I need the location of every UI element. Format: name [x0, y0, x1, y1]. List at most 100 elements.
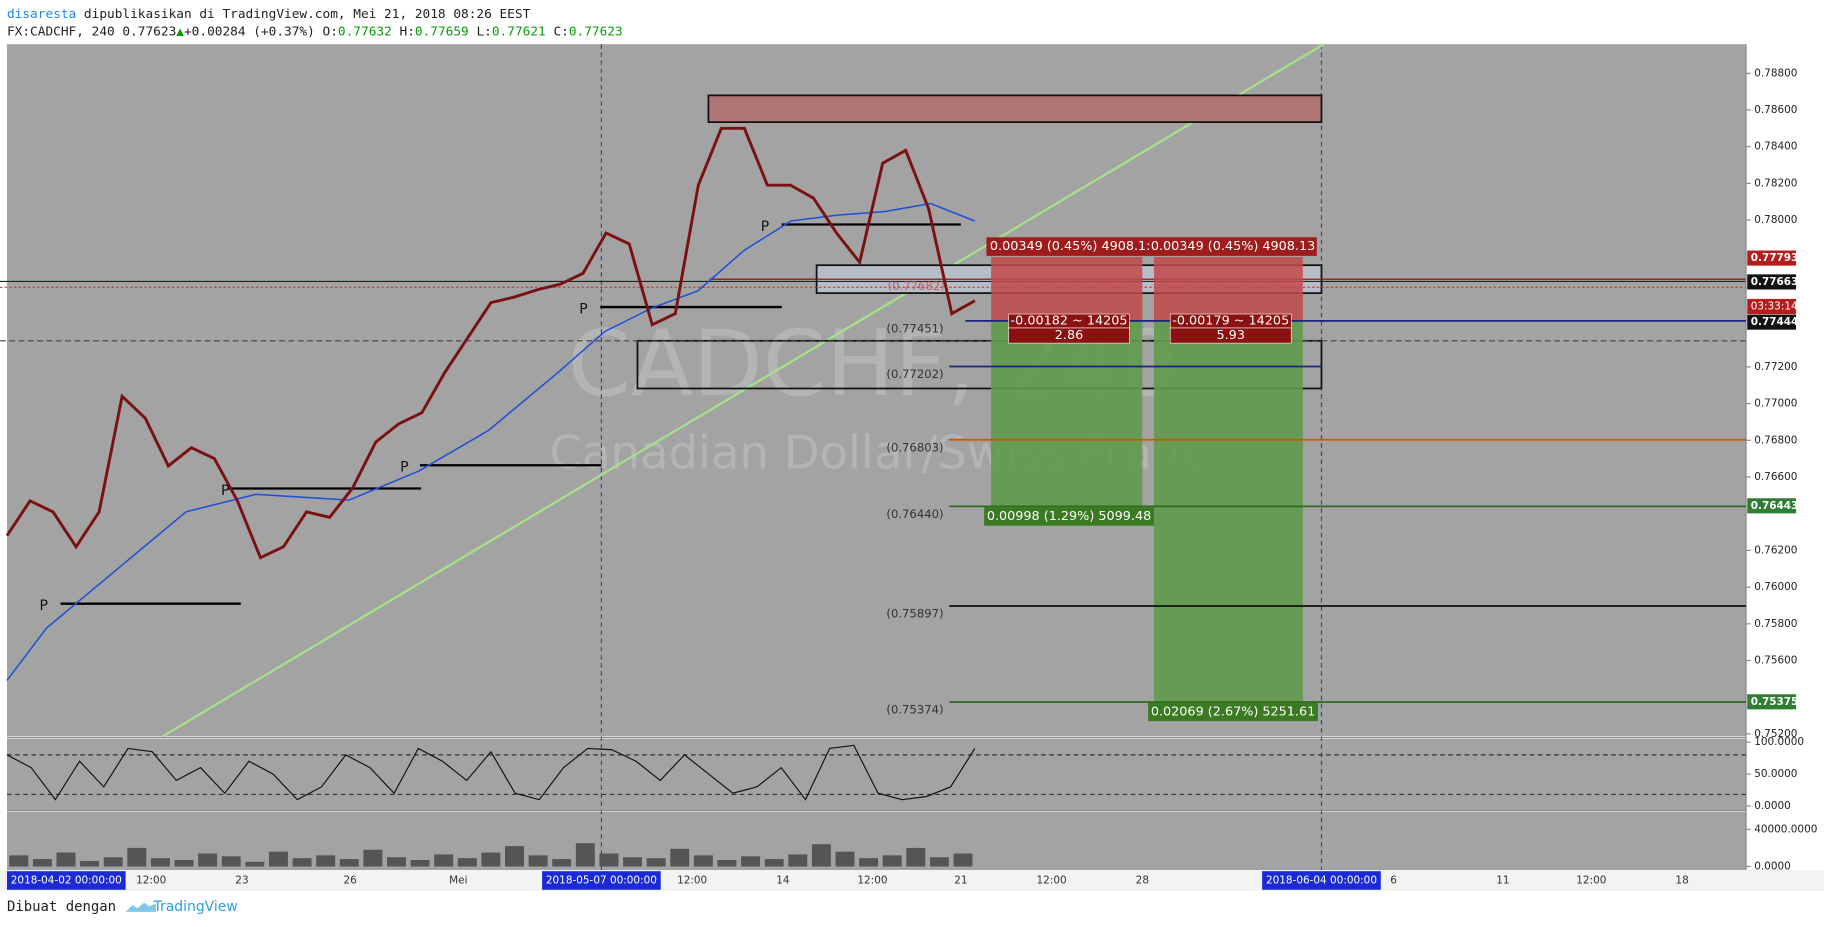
y-tick-label: 0.76600 [1754, 471, 1797, 483]
author[interactable]: disaresta [7, 6, 76, 21]
level-label: (0.75897) [886, 607, 943, 621]
volume-bar [363, 849, 383, 867]
y-tick-label: 0.76800 [1754, 434, 1797, 446]
volume-bar [9, 855, 29, 867]
time-label: 23 [235, 874, 248, 886]
volume-bar [434, 854, 454, 867]
time-label: Mei [449, 874, 467, 886]
volume-bar [174, 860, 194, 867]
volume-bar [741, 856, 761, 867]
y-tick-label: 0.76000 [1754, 581, 1797, 593]
pivot-label: P [761, 219, 769, 235]
time-label: 12:00 [1576, 874, 1606, 886]
published: dipublikasikan di TradingView.com, Mei 2… [76, 6, 530, 21]
level-label: (0.76803) [886, 440, 943, 454]
countdown-tag [1747, 298, 1797, 315]
price-tag [1747, 314, 1797, 330]
volume-bar [929, 857, 949, 867]
rsi-pane [6, 738, 1747, 811]
y-tick-label: 0.76200 [1754, 544, 1797, 556]
price-tag-label: 0.76443 [1751, 500, 1799, 512]
label: C: [553, 24, 568, 39]
time-label: 12:00 [857, 874, 887, 886]
time-label-box [542, 871, 661, 890]
volume-bar [575, 843, 595, 867]
time-label-box [6, 871, 126, 890]
time-label-box [1262, 871, 1381, 890]
low: 0.77621 [492, 24, 546, 39]
time-label: 21 [954, 874, 967, 886]
price-tag-label: 0.77444 [1751, 316, 1799, 328]
price-tag [1747, 694, 1797, 710]
price-tag-label: 0.77793 [1751, 252, 1799, 264]
rsi-tick-label: 0.0000 [1754, 800, 1791, 812]
volume-bar [198, 853, 218, 867]
price-line [5, 126, 976, 560]
volume-tick-label: 40000.0000 [1754, 823, 1817, 835]
volume-bar [764, 859, 784, 867]
volume-bar [953, 853, 973, 867]
y-tick-label: 0.77000 [1754, 398, 1797, 410]
volume-bar [906, 847, 926, 867]
time-label: 12:00 [677, 874, 707, 886]
label: L: [476, 24, 491, 39]
level-label: (0.77682) [888, 279, 945, 293]
volume-tick-label: 0.0000 [1754, 861, 1791, 873]
time-label: 6 [1390, 874, 1397, 886]
volume-bar [835, 851, 855, 867]
price-axis [1746, 44, 1824, 871]
volume-bar [56, 852, 76, 867]
target-zone [991, 321, 1143, 506]
volume-bar [80, 860, 100, 867]
y-tick-label: 0.75800 [1754, 618, 1797, 630]
volume-bar [599, 853, 619, 867]
time-label: 28 [1136, 874, 1149, 886]
footer-text: Dibuat dengan [7, 899, 116, 915]
price-tag [1747, 250, 1797, 266]
y-tick-label: 0.78400 [1754, 141, 1797, 153]
high: 0.77659 [415, 24, 469, 39]
y-tick-label: 0.78200 [1754, 177, 1797, 189]
level-label: (0.75374) [886, 703, 943, 717]
price-tag [1747, 274, 1797, 290]
volume-bar [245, 861, 265, 867]
position-label-box [1148, 702, 1318, 722]
change: +0.00284 (+0.37%) [184, 24, 315, 39]
position-label-box [1008, 327, 1130, 344]
pivot-label: P [40, 598, 48, 614]
y-tick-label: 0.78000 [1754, 214, 1797, 226]
price-tag-label: 0.75375 [1751, 696, 1799, 708]
volume-bar [859, 858, 879, 867]
header-line-2: FX:CADCHF, 240 0.77623▲+0.00284 (+0.37%)… [7, 24, 623, 39]
rsi-line [6, 744, 976, 801]
volume-bar [32, 859, 52, 867]
y-tick-label: 0.75200 [1754, 728, 1797, 740]
time-label: 2018-04-02 00:00:00 [11, 874, 122, 886]
time-label: 18 [1675, 874, 1688, 886]
time-label: 12:00 [136, 874, 166, 886]
y-tick-label: 0.78600 [1754, 104, 1797, 116]
position-label: -0.00179 ~ 14205 [1172, 314, 1289, 329]
position-label: 0.00349 (0.45%) 4908.1: [990, 239, 1151, 254]
volume-bar [386, 857, 406, 867]
symbol: FX:CADCHF, 240 0.77623 [7, 24, 176, 39]
price-pane [6, 44, 1747, 737]
volume-bar [127, 847, 147, 867]
level-label: (0.77202) [886, 367, 943, 381]
time-axis [0, 870, 1824, 891]
footer-brand[interactable]: TradingView [153, 899, 238, 915]
level-label: (0.77451) [886, 321, 943, 335]
position-label: 0.00349 (0.45%) 4908.13 [1151, 239, 1315, 254]
volume-bar [268, 851, 288, 867]
volume-bar [882, 855, 902, 867]
pivot-label: P [221, 483, 229, 499]
header-line-1: disaresta dipublikasikan di TradingView.… [7, 6, 531, 21]
volume-bar [316, 855, 336, 867]
price-tag [1747, 498, 1797, 514]
volume-bar [693, 855, 713, 867]
rsi-tick-label: 100.0000 [1754, 736, 1804, 748]
price-tag-label: 0.77663 [1751, 276, 1799, 288]
level-label: (0.76440) [886, 507, 943, 521]
volume-bar [103, 857, 123, 867]
